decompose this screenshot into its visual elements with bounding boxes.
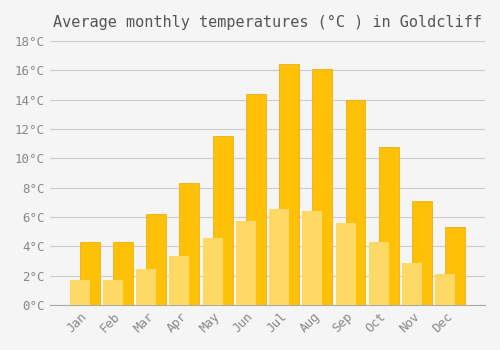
Bar <box>146 214 166 305</box>
Bar <box>180 183 200 305</box>
Bar <box>279 64 299 305</box>
Bar <box>170 256 190 305</box>
Bar <box>136 269 156 305</box>
Bar <box>446 227 465 305</box>
Bar <box>379 147 398 305</box>
Bar <box>246 94 266 305</box>
Bar <box>436 274 455 305</box>
Bar <box>103 280 123 305</box>
Bar <box>312 69 332 305</box>
Bar <box>336 223 355 305</box>
Bar <box>402 263 422 305</box>
Bar <box>113 242 133 305</box>
Bar <box>202 238 222 305</box>
Bar <box>269 209 289 305</box>
Bar <box>70 280 89 305</box>
Bar <box>212 136 233 305</box>
Bar <box>346 100 366 305</box>
Bar <box>80 242 100 305</box>
Bar <box>302 211 322 305</box>
Bar <box>412 201 432 305</box>
Title: Average monthly temperatures (°C ) in Goldcliff: Average monthly temperatures (°C ) in Go… <box>53 15 482 30</box>
Bar <box>236 220 256 305</box>
Bar <box>369 241 389 305</box>
